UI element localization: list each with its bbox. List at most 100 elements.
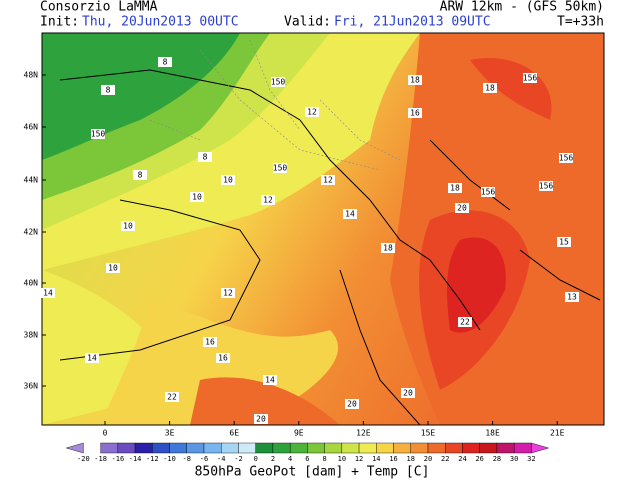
contour-label: 20 — [403, 389, 413, 398]
contour-label-box — [483, 83, 497, 93]
contour-label-box — [557, 237, 571, 247]
map-field — [42, 33, 604, 425]
contour-label-box — [198, 152, 212, 162]
contour-label: 14 — [43, 289, 53, 298]
init-label: Init: — [40, 15, 79, 30]
contour-label: 12 — [263, 196, 273, 205]
contour-label: 22 — [460, 318, 470, 327]
longitude-label: 12E — [356, 429, 371, 438]
colorbar-label: 22 — [441, 455, 449, 463]
colorbar-label: -18 — [94, 455, 107, 463]
colorbar-label: -6 — [200, 455, 208, 463]
latitude-label: 44N — [24, 176, 39, 185]
contour-label: 10 — [223, 176, 233, 185]
contour-label-box — [273, 163, 287, 173]
colorbar-end — [65, 442, 84, 454]
contour-label-box — [408, 108, 422, 118]
contour-label: 15 — [559, 238, 569, 247]
colorbar-box — [307, 442, 325, 454]
colorbar-box — [100, 442, 119, 454]
contour-label-box — [106, 263, 120, 273]
contour-label: 22 — [167, 393, 177, 402]
colorbar-label: 28 — [493, 455, 501, 463]
contour-label-box — [91, 129, 105, 139]
contour-label-box — [305, 107, 319, 117]
contour-label-box — [101, 85, 115, 95]
contour-label-box — [221, 288, 235, 298]
contour-label-box — [271, 77, 285, 87]
contour-label: 156 — [481, 188, 496, 197]
lead-time: T=+33h — [557, 15, 604, 30]
contour-label-box — [321, 175, 335, 185]
colorbar-box — [496, 442, 515, 454]
contour-label: 14 — [265, 376, 275, 385]
contour-label: 156 — [559, 154, 574, 163]
contour-label: 13 — [567, 293, 577, 302]
longitude-label: 0 — [103, 429, 108, 438]
contour-label-box — [263, 375, 277, 385]
longitude-label: 18E — [485, 429, 500, 438]
contour-label-box — [381, 243, 395, 253]
contour-label: 16 — [205, 338, 215, 347]
colorbar-label: 0 — [254, 455, 258, 463]
colorbar-end — [531, 442, 550, 454]
contour-label: 8 — [203, 153, 208, 162]
contour-label-box — [85, 353, 99, 363]
colorbar-box — [255, 442, 274, 454]
contour-label: 150 — [273, 164, 288, 173]
colorbar-box — [186, 442, 205, 454]
valid-time: Fri, 21Jun2013 09UTC — [334, 15, 491, 30]
latitude-label: 46N — [24, 123, 39, 132]
contour-label: 10 — [123, 222, 133, 231]
contour-label-box — [133, 170, 147, 180]
contour-label: 8 — [138, 171, 143, 180]
colorbar-label: -20 — [77, 455, 90, 463]
contour-label: 8 — [163, 58, 168, 67]
contour-label-box — [523, 73, 537, 83]
colorbar-label: 4 — [288, 455, 292, 463]
colorbar-box — [393, 442, 411, 454]
colorbar-box — [203, 442, 222, 454]
contour-label: 20 — [347, 400, 357, 409]
colorbar-box — [117, 442, 136, 454]
colorbar-label: 18 — [407, 455, 415, 463]
contour-label-box — [165, 392, 179, 402]
colorbar-box — [238, 442, 256, 454]
contour-label: 16 — [218, 354, 228, 363]
colorbar-box — [410, 442, 429, 454]
contour-label-box — [455, 203, 469, 213]
contour-label: 14 — [345, 210, 355, 219]
colorbar-label: -4 — [217, 455, 225, 463]
colorbar-label: 2 — [271, 455, 275, 463]
latitude-label: 38N — [24, 331, 39, 340]
contour-label-box — [190, 192, 204, 202]
longitude-label: 6E — [229, 429, 239, 438]
colorbar-label: -8 — [183, 455, 191, 463]
contour-label-box — [458, 317, 472, 327]
contour-label: 18 — [485, 84, 495, 93]
contour-label-box — [539, 181, 553, 191]
colorbar-label: 30 — [510, 455, 518, 463]
colorbar-label: 16 — [389, 455, 397, 463]
contour-label-box — [343, 209, 357, 219]
contour-label: 14 — [87, 354, 97, 363]
colorbar-label: -14 — [129, 455, 142, 463]
model: ARW 12km - (GFS 50km) — [440, 0, 604, 15]
valid-label: Valid: — [284, 15, 331, 30]
colorbar-label: 8 — [323, 455, 327, 463]
longitude-label: 15E — [421, 429, 436, 438]
contour-label-box — [481, 187, 495, 197]
contour-label: 8 — [106, 86, 111, 95]
contour-label-box — [408, 75, 422, 85]
colorbar-label: -2 — [234, 455, 242, 463]
colorbar-box — [152, 442, 170, 454]
colorbar-box — [289, 442, 308, 454]
colorbar-label: 14 — [372, 455, 380, 463]
colorbar-label: -12 — [146, 455, 159, 463]
footer: 850hPa GeoPot [dam] + Temp [C] — [195, 465, 430, 480]
contour-label-box — [121, 221, 135, 231]
colorbar-box — [462, 442, 480, 454]
colorbar-label: 20 — [424, 455, 432, 463]
colorbar-label: 26 — [475, 455, 483, 463]
